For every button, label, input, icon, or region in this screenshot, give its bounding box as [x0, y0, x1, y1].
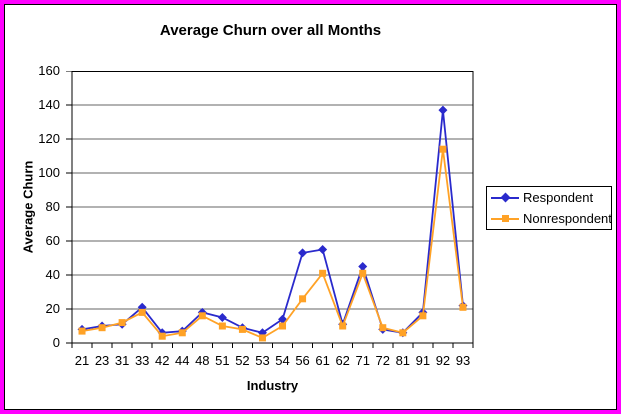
x-tick-label: 52 [235, 353, 250, 368]
square-marker [238, 325, 246, 333]
square-marker [118, 319, 126, 327]
series-line-respondent [81, 110, 464, 334]
square-marker [138, 308, 146, 316]
x-tick-label: 93 [455, 353, 471, 368]
legend-item-respondent: Respondent [491, 188, 611, 207]
square-marker [359, 269, 367, 277]
x-tick-label: 53 [255, 353, 270, 368]
square-marker [279, 322, 287, 330]
x-tick-label: 42 [154, 353, 170, 368]
square-marker [78, 327, 86, 335]
x-tick-label: 54 [275, 353, 290, 368]
square-marker [379, 324, 387, 332]
square-marker [178, 329, 186, 337]
x-tick-label: 92 [435, 353, 451, 368]
y-tick-label: 40 [45, 267, 60, 282]
x-tick-label: 23 [94, 353, 110, 368]
y-tick-label: 160 [38, 63, 60, 78]
y-tick-label: 20 [45, 301, 60, 316]
y-tick-label: 60 [45, 233, 60, 248]
square-marker [459, 303, 467, 311]
square-marker [198, 312, 206, 320]
square-marker [258, 334, 266, 342]
x-tick-label: 21 [74, 353, 90, 368]
x-tick-label: 72 [375, 353, 390, 368]
chart-title: Average Churn over all Months [159, 22, 382, 39]
diamond-marker [318, 245, 328, 254]
x-tick-label: 81 [395, 353, 411, 368]
y-tick-label: 100 [38, 165, 60, 180]
respondent-diamond-icon [491, 192, 519, 203]
x-tick-label: 51 [215, 353, 230, 368]
square-marker [319, 269, 327, 277]
square-marker [218, 322, 226, 330]
square-marker [98, 324, 106, 332]
legend-label-nonrespondent: Nonrespondent [523, 211, 612, 226]
diamond-marker [438, 105, 448, 115]
chart-frame: Average Churn over all Months Average Ch… [4, 4, 617, 410]
diamond-marker [217, 313, 227, 322]
square-marker [299, 295, 307, 303]
x-tick-label: 56 [295, 353, 310, 368]
x-tick-label: 61 [315, 353, 330, 368]
y-tick-label: 140 [38, 97, 60, 112]
diamond-marker [358, 262, 368, 271]
square-marker [419, 312, 427, 320]
square-marker [399, 329, 407, 337]
diamond-marker [278, 314, 288, 324]
diamond-marker [298, 248, 308, 258]
x-tick-label: 91 [415, 353, 431, 368]
x-tick-label: 71 [355, 353, 370, 368]
legend: Respondent Nonrespondent [486, 186, 612, 230]
legend-label-respondent: Respondent [523, 190, 594, 205]
x-tick-label: 48 [195, 353, 210, 368]
y-tick-label: 80 [45, 199, 60, 214]
legend-item-nonrespondent: Nonrespondent [491, 209, 612, 228]
square-marker [158, 332, 166, 340]
y-tick-label: 120 [38, 131, 60, 146]
plot-area [66, 71, 474, 348]
y-tick-label: 0 [52, 335, 60, 350]
x-tick-label: 33 [134, 353, 150, 368]
square-marker [439, 145, 447, 153]
square-marker [339, 322, 347, 330]
x-tick-label: 44 [175, 353, 190, 368]
x-tick-label: 31 [114, 353, 130, 368]
x-tick-label: 62 [335, 353, 350, 368]
x-axis-title: Industry [246, 378, 299, 393]
nonrespondent-square-icon [491, 214, 519, 223]
